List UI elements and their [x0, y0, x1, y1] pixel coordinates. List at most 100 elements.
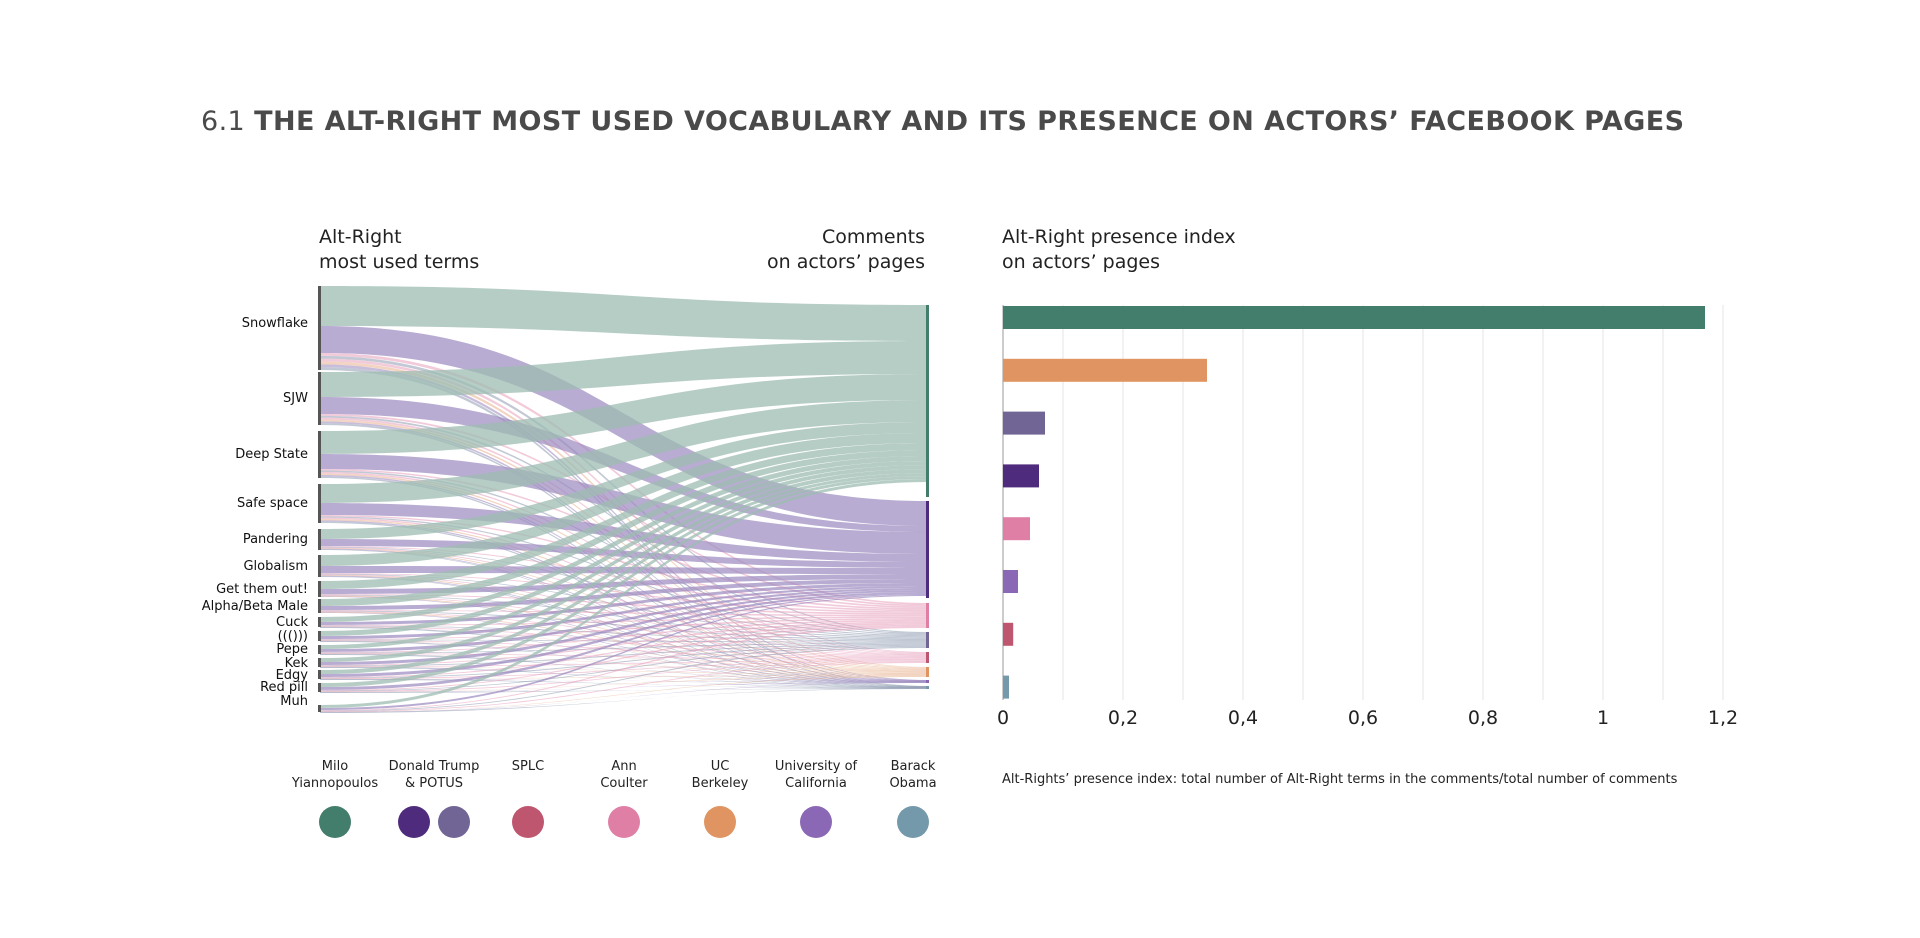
sankey-flow	[320, 586, 928, 639]
sankey-flow	[320, 596, 928, 682]
sankey-flow	[320, 397, 928, 532]
bar	[1003, 358, 1207, 382]
sankey-flow	[320, 676, 928, 712]
term-label: ((()))	[278, 629, 308, 644]
legend-label-line: Donald Trump	[388, 759, 480, 774]
sankey-right-header-line: Comments	[822, 226, 925, 248]
term-label: Alpha/Beta Male	[202, 599, 308, 614]
sankey-flow	[320, 623, 928, 678]
sankey-flow	[320, 574, 928, 657]
index-note: Alt-Rights’ presence index: total number…	[1002, 772, 1678, 787]
sankey-flow	[320, 548, 928, 671]
term-node-bar	[318, 683, 321, 692]
term-node-bar	[318, 631, 321, 641]
coulter-dot-icon	[608, 806, 640, 838]
term-node-bar	[318, 431, 321, 478]
legend-label-line: Barack	[890, 759, 936, 774]
splc-dot-icon	[512, 806, 544, 838]
page-title: 6.1 THE ALT-RIGHT MOST USED VOCABULARY A…	[201, 106, 1684, 137]
sankey-left-header-line: most used terms	[319, 251, 480, 273]
title-number: 6.1	[201, 106, 246, 137]
term-node-bar	[318, 705, 321, 712]
term-node-bar	[318, 484, 321, 523]
sankey-flow	[320, 575, 928, 671]
bar-series	[1003, 306, 1705, 699]
sankey-flow	[320, 640, 928, 674]
sankey-flow	[320, 465, 928, 649]
term-label: Pandering	[243, 532, 308, 547]
sankey-flow	[320, 516, 928, 637]
sankey-flow	[320, 640, 928, 660]
legend-label: Ann Coulter	[564, 758, 684, 792]
bar	[1003, 306, 1705, 329]
sankey-flow	[320, 594, 928, 690]
sankey-flow	[320, 590, 928, 665]
sankey-flow	[320, 364, 928, 681]
term-label: Edgy	[276, 668, 309, 683]
term-label: Deep State	[235, 447, 308, 462]
actor-node-bar	[926, 667, 929, 677]
sankey-left-header: Alt-Right most used terms	[319, 225, 479, 275]
bar-chart-header-line: Alt-Right presence index	[1002, 226, 1236, 248]
legend-label: Donald Trump & POTUS	[374, 758, 494, 792]
title-text: THE ALT-RIGHT MOST USED VOCABULARY AND I…	[254, 106, 1685, 137]
sankey-flow	[320, 618, 928, 640]
actor-node-bar	[926, 603, 929, 628]
term-node-bar	[318, 286, 321, 370]
sankey-flow	[320, 469, 928, 662]
sankey-flow	[320, 644, 928, 679]
sankey-flow	[320, 476, 928, 687]
x-tick-label: 0,8	[1468, 707, 1498, 729]
sankey-flow	[320, 610, 928, 641]
actor-node-bar	[926, 501, 929, 598]
legend-label: University of California	[756, 758, 876, 792]
sankey-flow	[320, 660, 928, 667]
x-tick-label: 0	[997, 707, 1009, 729]
sankey-flow	[320, 400, 928, 503]
term-node-bar	[318, 599, 321, 613]
legend-label-line: Yiannopoulos	[291, 776, 379, 791]
bar	[1003, 411, 1045, 435]
obama-dot-icon	[897, 806, 929, 838]
bar	[1003, 517, 1030, 541]
sankey-flow	[320, 667, 928, 683]
sankey-flows	[320, 286, 928, 713]
sankey-flow	[320, 443, 928, 589]
term-node-bar	[318, 658, 321, 667]
legend-label: SPLC	[468, 758, 588, 775]
term-label: Get them out!	[216, 582, 308, 597]
sankey-flow	[320, 654, 928, 683]
sankey-flow	[320, 588, 928, 652]
term-label: Kek	[285, 656, 309, 671]
sankey-right-header-line: on actors’ pages	[766, 251, 925, 273]
legend-label-line: Coulter	[600, 776, 648, 791]
sankey-flow	[320, 612, 928, 682]
bar	[1003, 464, 1039, 488]
sankey-flow	[320, 661, 928, 692]
legend-label-line: Berkeley	[691, 776, 749, 791]
trump-dot-icon	[398, 806, 430, 838]
sankey-flow	[320, 479, 928, 708]
milo-dot-icon	[319, 806, 351, 838]
sankey-flow	[320, 286, 928, 341]
sankey-flow	[320, 583, 928, 625]
legend-label-line: Milo	[321, 759, 349, 774]
sankey-flow	[320, 547, 928, 656]
sankey-flow	[320, 461, 928, 636]
sankey-flow	[320, 682, 928, 713]
sankey-flow	[320, 548, 928, 682]
term-label: Red pill	[260, 680, 308, 695]
legend-label: Milo Yiannopoulos	[275, 758, 395, 792]
legend-label-line: Obama	[889, 776, 937, 791]
sankey-flow	[320, 624, 928, 691]
x-tick-label: 0,6	[1348, 707, 1378, 729]
sankey-flow	[320, 374, 928, 454]
term-label: Globalism	[243, 559, 308, 574]
sankey-flow	[320, 675, 928, 692]
term-node-bar	[318, 645, 321, 654]
term-label: Cuck	[276, 615, 308, 630]
sankey-flow	[320, 643, 928, 667]
bar	[1003, 622, 1014, 646]
term-node-bar	[318, 555, 321, 577]
